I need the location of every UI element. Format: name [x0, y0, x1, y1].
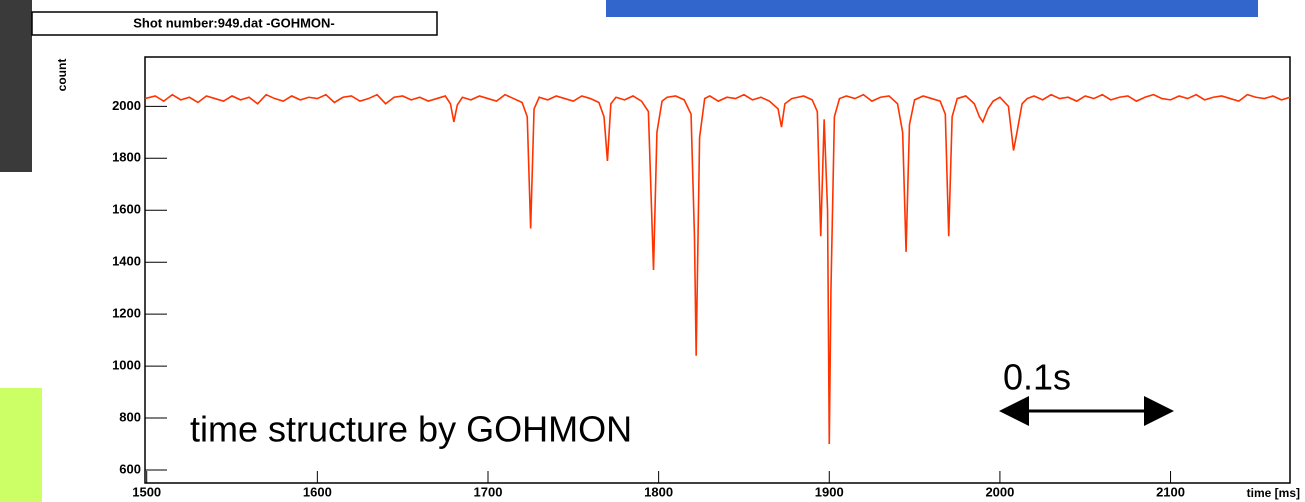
data-line — [144, 93, 1291, 445]
x-tick-label: 1900 — [815, 484, 844, 499]
y-tick-label: 1200 — [112, 306, 141, 321]
y-tick-label: 800 — [119, 409, 141, 424]
banner — [606, 0, 1258, 17]
x-tick-label: 1800 — [644, 484, 673, 499]
x-tick-label: 1600 — [303, 484, 332, 499]
annotation: 0.1s — [1003, 357, 1071, 398]
x-axis-label: time [ms] — [1247, 486, 1300, 500]
plot-area — [144, 93, 1291, 445]
x-tick-label: 1500 — [132, 484, 161, 499]
y-tick-label: 2000 — [112, 98, 141, 113]
x-tick-label: 2100 — [1156, 484, 1185, 499]
y-tick-label: 1400 — [112, 254, 141, 269]
annotation: time structure by GOHMON — [190, 409, 632, 450]
x-tick-label: 1700 — [474, 484, 503, 499]
title-box — [31, 11, 438, 36]
plot-frame — [144, 56, 1291, 484]
chart-title: Shot number:949.dat -GOHMON- — [133, 15, 335, 30]
y-tick-label: 1000 — [112, 358, 141, 373]
y-axis-label: count — [55, 59, 69, 92]
x-tick-label: 2000 — [985, 484, 1014, 499]
green-box — [0, 388, 42, 502]
y-tick-label: 1600 — [112, 202, 141, 217]
y-tick-label: 600 — [119, 461, 141, 476]
y-tick-label: 1800 — [112, 150, 141, 165]
photo-fragment — [0, 0, 32, 172]
